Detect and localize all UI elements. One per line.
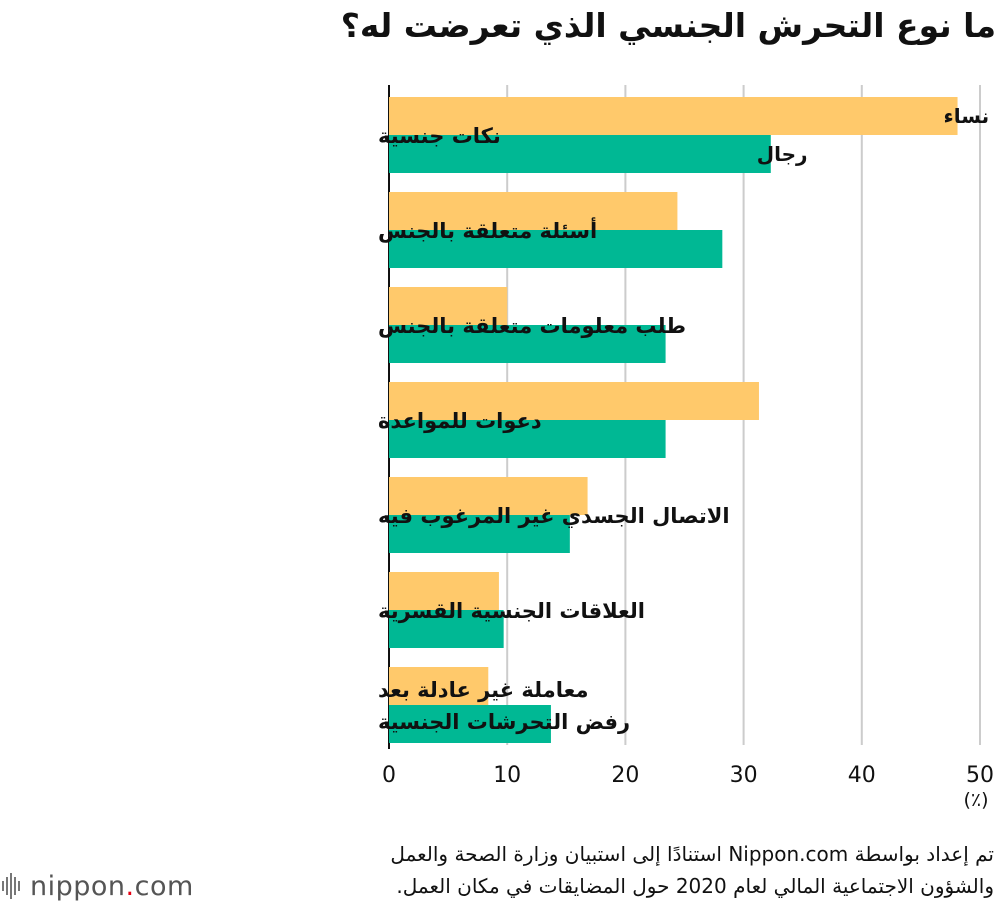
source-line-2: والشؤون الاجتماعية المالي لعام 2020 حول … — [396, 874, 994, 898]
x-tick-label-2: 20 — [611, 763, 639, 788]
x-axis: 0 10 20 30 40 50(٪) — [382, 763, 994, 811]
legend-women: نساء — [944, 104, 990, 128]
category-label-6-1: رفض التحرشات الجنسية — [378, 710, 630, 734]
bar-women-1 — [389, 192, 678, 230]
chart-title: ما نوع التحرش الجنسي الذي تعرضت له؟ — [340, 6, 996, 45]
x-tick-label-4: 40 — [848, 763, 876, 788]
source-line-1: تم إعداد بواسطة Nippon.com استنادًا إلى … — [390, 842, 994, 866]
category-label-2: طلب معلومات متعلقة بالجنس — [378, 314, 686, 338]
x-tick-label-0: 0 — [382, 763, 396, 788]
bar-men-3 — [389, 420, 666, 458]
bar-women-5 — [389, 572, 499, 610]
logo-dot: . — [125, 870, 135, 902]
category-label-3: دعوات للمواعدة — [378, 409, 542, 433]
category-label-4: الاتصال الجسدي غير المرغوب فيه — [378, 504, 730, 529]
bar-men-0 — [389, 135, 771, 173]
logo-name: nippon — [30, 870, 126, 902]
bar-chart: نكات جنسية أسئلة متعلقة بالجنس طلب معلومات… — [378, 85, 994, 811]
category-labels: نكات جنسية أسئلة متعلقة بالجنس طلب معلومات… — [378, 124, 730, 734]
x-tick-label-3: 30 — [730, 763, 758, 788]
bar-women-3 — [389, 382, 759, 420]
category-label-5: العلاقات الجنسية القسرية — [378, 599, 645, 623]
category-label-1: أسئلة متعلقة بالجنس — [378, 216, 597, 243]
series-legend: نساء رجال — [757, 104, 989, 166]
x-tick-label-5: 50 — [966, 763, 994, 788]
legend-men: رجال — [757, 142, 808, 166]
logo-text: nippon.com — [30, 871, 194, 902]
category-label-0: نكات جنسية — [378, 124, 501, 148]
source-note: تم إعداد بواسطة Nippon.com استنادًا إلى … — [234, 838, 994, 902]
bar-women-0 — [389, 97, 958, 135]
bars — [389, 97, 958, 743]
nippon-logo: nippon.com — [2, 868, 194, 904]
bar-men-1 — [389, 230, 723, 268]
x-unit-label: (٪) — [963, 789, 988, 811]
x-tick-label-1: 10 — [493, 763, 521, 788]
logo-suffix: com — [134, 870, 194, 902]
bar-men-6 — [389, 705, 551, 743]
bar-women-6 — [389, 667, 489, 705]
bar-men-5 — [389, 610, 504, 648]
category-label-6-0: معاملة غير عادلة بعد — [378, 678, 588, 702]
bar-women-4 — [389, 477, 588, 515]
bar-women-2 — [389, 287, 508, 325]
bar-men-4 — [389, 515, 570, 553]
logo-bars-icon — [2, 873, 20, 899]
bar-men-2 — [389, 325, 666, 363]
